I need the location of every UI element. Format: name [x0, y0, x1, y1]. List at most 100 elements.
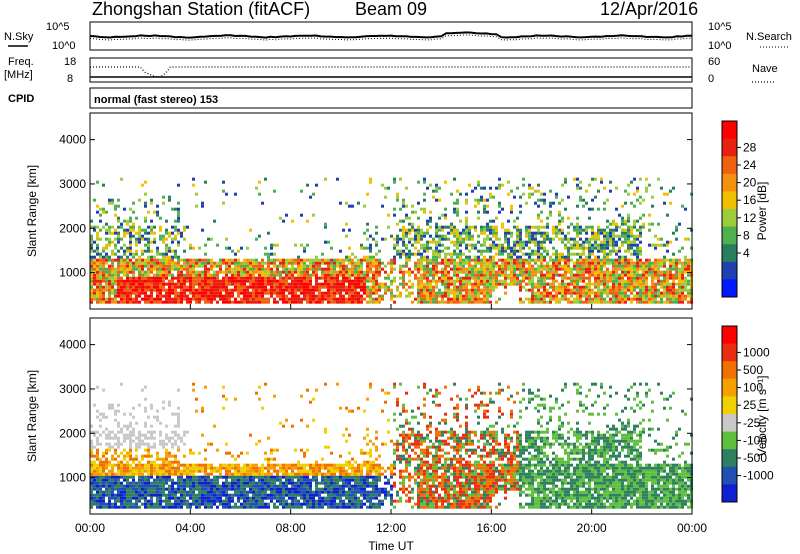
velocity-cell [165, 454, 168, 458]
velocity-cell [126, 481, 129, 485]
power-cell [390, 234, 393, 238]
power-cell [252, 297, 255, 301]
power-cell [357, 270, 360, 274]
velocity-cell [105, 415, 108, 419]
power-cell [531, 225, 534, 229]
velocity-cell [219, 475, 222, 479]
power-cell [429, 294, 432, 298]
velocity-cell [102, 481, 105, 485]
power-cell [456, 237, 459, 241]
power-cell [213, 270, 216, 274]
power-cell [120, 294, 123, 298]
power-cell [201, 291, 204, 295]
power-cell [471, 285, 474, 289]
velocity-cell [270, 496, 273, 500]
velocity-cell [225, 493, 228, 497]
power-cell [603, 231, 606, 235]
power-cell [342, 300, 345, 304]
power-cell [348, 288, 351, 292]
velocity-cell [201, 466, 204, 470]
velocity-cell [126, 427, 129, 431]
power-cell [444, 246, 447, 250]
power-cell [276, 273, 279, 277]
power-cell [111, 231, 114, 235]
power-cell [624, 240, 627, 244]
power-cell [264, 288, 267, 292]
power-cell [471, 267, 474, 271]
power-cell [636, 261, 639, 265]
velocity-cell [90, 487, 93, 491]
power-cell [681, 273, 684, 277]
power-cell [594, 276, 597, 280]
velocity-cell [117, 403, 120, 407]
power-cell [429, 225, 432, 229]
power-cell [417, 300, 420, 304]
power-cell [213, 261, 216, 265]
velocity-cell [246, 472, 249, 476]
power-cell [345, 222, 348, 226]
power-cell [429, 300, 432, 304]
power-cell [558, 231, 561, 235]
power-cell [345, 291, 348, 295]
power-cell [498, 282, 501, 286]
power-cell [180, 300, 183, 304]
power-cell [414, 276, 417, 280]
power-cell [579, 198, 582, 202]
velocity-cell [255, 466, 258, 470]
power-cell [135, 282, 138, 286]
velocity-cell [129, 445, 132, 449]
power-cell [489, 282, 492, 286]
power-cell [546, 234, 549, 238]
power-cell [177, 240, 180, 244]
velocity-cell [135, 445, 138, 449]
power-cell [357, 300, 360, 304]
power-cell [495, 231, 498, 235]
velocity-cell [231, 493, 234, 497]
power-cell [144, 273, 147, 277]
velocity-cell [171, 430, 174, 434]
power-cell [126, 219, 129, 223]
power-cell [567, 291, 570, 295]
power-cell [141, 279, 144, 283]
velocity-cell [165, 463, 168, 467]
power-cell [129, 258, 132, 262]
power-cell [483, 186, 486, 190]
power-cell [273, 297, 276, 301]
power-cell [288, 258, 291, 262]
power-cell [402, 225, 405, 229]
power-cell [108, 291, 111, 295]
velocity-cell [189, 493, 192, 497]
power-cell [363, 204, 366, 208]
power-cell [579, 273, 582, 277]
power-cell [378, 273, 381, 277]
power-cell [477, 288, 480, 292]
power-cell [627, 288, 630, 292]
power-cell [270, 282, 273, 286]
power-cell [651, 204, 654, 208]
power-cell [141, 282, 144, 286]
power-cell [519, 279, 522, 283]
power-cell [186, 300, 189, 304]
power-cell [645, 273, 648, 277]
velocity-cell [132, 478, 135, 482]
power-cell [180, 231, 183, 235]
power-cell [93, 258, 96, 262]
power-cell [642, 222, 645, 226]
power-cell [591, 273, 594, 277]
power-cell [111, 279, 114, 283]
power-cell [633, 222, 636, 226]
power-cell [120, 276, 123, 280]
power-cell [537, 252, 540, 256]
velocity-cell [156, 478, 159, 482]
power-cell [681, 300, 684, 304]
power-cell [459, 261, 462, 265]
power-cell [489, 285, 492, 289]
power-cell [156, 282, 159, 286]
power-cell [561, 255, 564, 259]
power-cell [423, 207, 426, 211]
power-cell [351, 252, 354, 256]
velocity-cell [90, 481, 93, 485]
power-cell [102, 279, 105, 283]
power-cell [456, 270, 459, 274]
power-cell [450, 267, 453, 271]
